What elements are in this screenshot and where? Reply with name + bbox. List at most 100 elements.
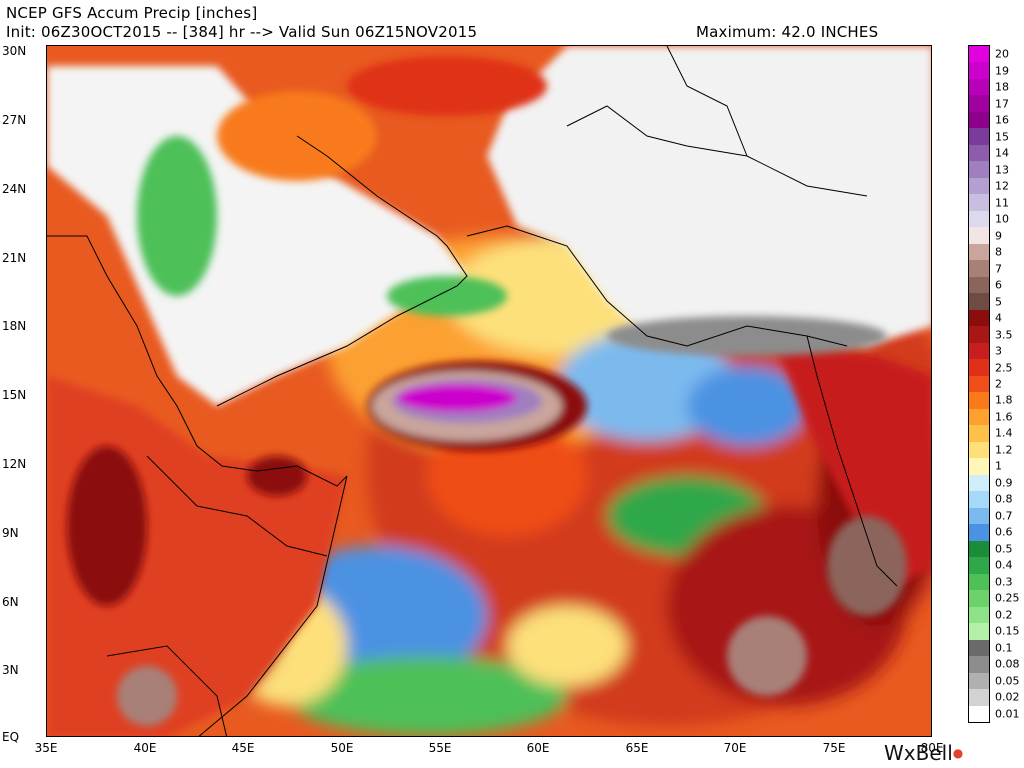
lon-label-70e: 70E bbox=[723, 741, 747, 755]
legend-swatch bbox=[969, 474, 989, 492]
wxbell-text: WxBell bbox=[884, 741, 953, 765]
lat-label-30n: 30N bbox=[2, 44, 27, 58]
legend-label: 9 bbox=[995, 229, 1002, 243]
legend-label: 10 bbox=[995, 212, 1009, 226]
legend-label: 20 bbox=[995, 47, 1009, 61]
lon-label-65e: 65E bbox=[625, 741, 649, 755]
legend-swatch bbox=[969, 95, 989, 113]
lon-label-40e: 40E bbox=[133, 741, 157, 755]
legend-swatch bbox=[969, 425, 989, 443]
init-valid-line: Init: 06Z30OCT2015 -- [384] hr --> Valid… bbox=[6, 23, 478, 41]
lat-label-21n: 21N bbox=[2, 251, 27, 265]
legend-swatch bbox=[969, 590, 989, 608]
maximum-value: Maximum: 42.0 INCHES bbox=[696, 23, 879, 41]
legend-swatch bbox=[969, 309, 989, 327]
legend-swatch bbox=[969, 243, 989, 261]
legend-label: 1.4 bbox=[995, 426, 1013, 440]
legend-swatch bbox=[969, 458, 989, 476]
legend-label: 1.6 bbox=[995, 410, 1013, 424]
legend-label: 1 bbox=[995, 459, 1002, 473]
legend-label: 19 bbox=[995, 64, 1009, 78]
wxbell-dot-icon: ● bbox=[952, 746, 964, 760]
legend-label: 0.6 bbox=[995, 525, 1013, 539]
legend-swatch bbox=[969, 392, 989, 410]
lat-label-6n: 6N bbox=[2, 595, 19, 609]
legend-label: 1.2 bbox=[995, 443, 1013, 457]
lat-label-18n: 18N bbox=[2, 319, 27, 333]
legend-swatch bbox=[969, 540, 989, 558]
legend-swatch bbox=[969, 144, 989, 162]
lat-label-eq: EQ bbox=[2, 730, 20, 744]
legend-swatch bbox=[969, 128, 989, 146]
precip-map-graphic bbox=[47, 46, 931, 736]
lat-label-9n: 9N bbox=[2, 526, 19, 540]
legend-label: 0.4 bbox=[995, 558, 1013, 572]
legend-label: 0.05 bbox=[995, 674, 1020, 688]
legend-swatch bbox=[969, 326, 989, 344]
legend-swatch bbox=[969, 573, 989, 591]
legend-label: 17 bbox=[995, 97, 1009, 111]
legend-swatch bbox=[969, 210, 989, 228]
legend-label: 5 bbox=[995, 295, 1002, 309]
legend-swatch bbox=[969, 656, 989, 674]
legend-swatch bbox=[969, 689, 989, 706]
map-title: NCEP GFS Accum Precip [inches] bbox=[6, 4, 258, 22]
legend-label: 3.5 bbox=[995, 328, 1013, 342]
legend-label: 0.8 bbox=[995, 492, 1013, 506]
legend-label: 7 bbox=[995, 262, 1002, 276]
lon-label-60e: 60E bbox=[526, 741, 550, 755]
legend-label: 6 bbox=[995, 278, 1002, 292]
lon-label-35e: 35E bbox=[34, 741, 58, 755]
legend-swatch bbox=[969, 408, 989, 426]
lat-label-27n: 27N bbox=[2, 113, 27, 127]
legend-swatch bbox=[969, 46, 989, 63]
legend-swatch bbox=[969, 342, 989, 360]
legend-swatch bbox=[969, 672, 989, 690]
lon-label-55e: 55E bbox=[428, 741, 452, 755]
legend-swatch bbox=[969, 375, 989, 393]
legend-label: 0.01 bbox=[995, 707, 1020, 721]
legend-swatch bbox=[969, 491, 989, 509]
legend-swatch bbox=[969, 161, 989, 179]
legend-swatch bbox=[969, 507, 989, 525]
legend-label: 0.08 bbox=[995, 657, 1020, 671]
wxbell-logo: WxBell● bbox=[884, 742, 963, 764]
legend-swatch bbox=[969, 705, 989, 723]
legend-swatch bbox=[969, 194, 989, 212]
legend-swatch bbox=[969, 623, 989, 641]
legend-label: 2 bbox=[995, 377, 1002, 391]
legend-label: 18 bbox=[995, 80, 1009, 94]
legend-swatch bbox=[969, 260, 989, 278]
legend-label: 0.7 bbox=[995, 509, 1013, 523]
lat-label-3n: 3N bbox=[2, 663, 19, 677]
lon-label-45e: 45E bbox=[231, 741, 255, 755]
legend-label: 0.15 bbox=[995, 624, 1020, 638]
precip-map bbox=[46, 45, 932, 737]
legend-label: 8 bbox=[995, 245, 1002, 259]
legend-swatch bbox=[969, 177, 989, 195]
legend-label: 16 bbox=[995, 113, 1009, 127]
legend-label: 0.1 bbox=[995, 641, 1013, 655]
legend-label: 0.2 bbox=[995, 608, 1013, 622]
legend-label: 0.02 bbox=[995, 690, 1020, 704]
legend-label: 0.5 bbox=[995, 542, 1013, 556]
legend-swatch bbox=[969, 62, 989, 80]
legend-label: 1.8 bbox=[995, 393, 1013, 407]
legend-label: 0.9 bbox=[995, 476, 1013, 490]
legend-label: 15 bbox=[995, 130, 1009, 144]
legend-label: 13 bbox=[995, 163, 1009, 177]
legend-label: 3 bbox=[995, 344, 1002, 358]
lon-label-75e: 75E bbox=[822, 741, 846, 755]
legend-swatch bbox=[969, 276, 989, 294]
legend-swatch bbox=[969, 78, 989, 96]
lon-label-50e: 50E bbox=[330, 741, 354, 755]
color-legend bbox=[968, 45, 990, 723]
legend-swatch bbox=[969, 359, 989, 377]
legend-swatch bbox=[969, 227, 989, 245]
legend-swatch bbox=[969, 293, 989, 311]
lat-label-15n: 15N bbox=[2, 388, 27, 402]
legend-swatch bbox=[969, 524, 989, 542]
legend-label: 0.25 bbox=[995, 591, 1020, 605]
legend-label: 14 bbox=[995, 146, 1009, 160]
legend-label: 2.5 bbox=[995, 361, 1013, 374]
